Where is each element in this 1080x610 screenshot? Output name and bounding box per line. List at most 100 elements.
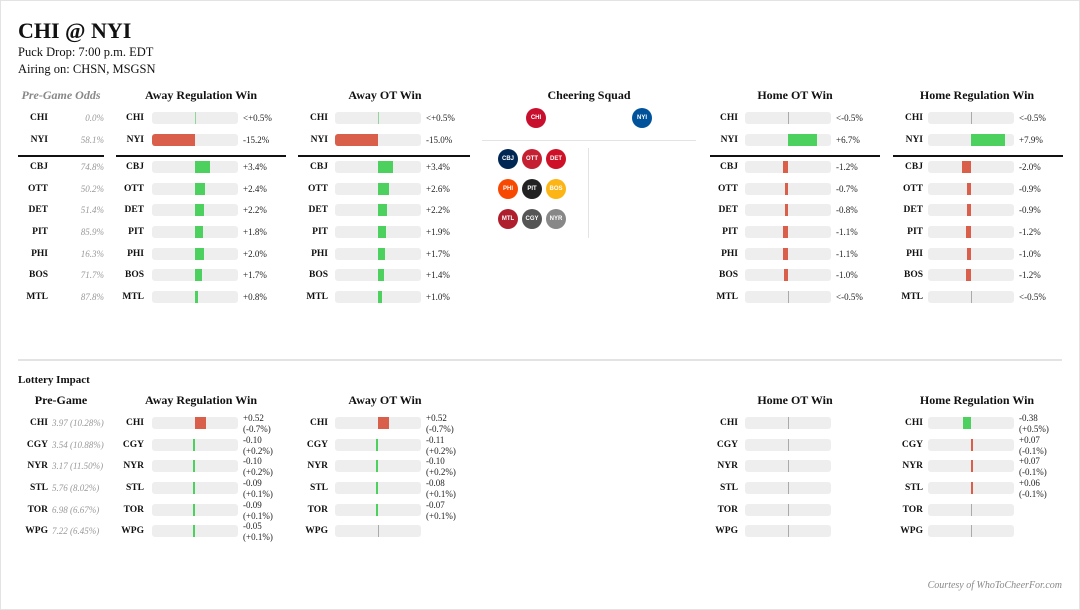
away-ot-value: +1.9% — [426, 227, 450, 237]
away-ot-value: +1.4% — [426, 270, 450, 280]
team-label: DET — [903, 205, 923, 215]
away-regulation-lottery-bar-track — [152, 482, 238, 494]
home-ot-lottery-bar-track — [745, 460, 831, 472]
away-ot-bar-track — [335, 248, 421, 260]
team-label: PHI — [31, 249, 48, 259]
away-regulation-lottery-bar-fill — [192, 439, 195, 451]
credit-text: Courtesy of WhoToCheerFor.com — [927, 580, 1062, 591]
away-regulation-lottery-value: -0.09 — [243, 478, 262, 488]
away-regulation-lottery-odds-change: (+0.1%) — [243, 532, 273, 542]
red-wings-logo: DET — [546, 149, 566, 169]
team-label: NYR — [717, 461, 738, 471]
pregame-odds-value: 74.8% — [80, 162, 104, 172]
lottery-column-header-home-regulation: Home Regulation Win — [919, 393, 1035, 407]
home-regulation-bar-track — [928, 134, 1014, 146]
home-regulation-lottery-value: +0.06 — [1019, 478, 1040, 488]
home-regulation-bar-fill — [967, 204, 971, 216]
team-label: OTT — [717, 184, 738, 194]
away-ot-lottery-odds-change: (-0.7%) — [426, 424, 454, 434]
home-regulation-bar-track — [928, 183, 1014, 195]
home-regulation-divider — [893, 155, 1063, 157]
home-regulation-bar-track — [928, 291, 1014, 303]
page-title: CHI @ NYI — [18, 18, 132, 43]
team-label: CGY — [716, 440, 738, 450]
away-ot-lottery-odds-change: (+0.1%) — [426, 511, 456, 521]
away-regulation-bar-track — [152, 183, 238, 195]
home-ot-bar-track — [745, 134, 831, 146]
team-label: CHI — [30, 418, 48, 428]
team-label: DET — [308, 205, 328, 215]
away-regulation-value: <+0.5% — [243, 113, 272, 123]
team-label: MTL — [306, 292, 328, 302]
pregame-odds-value: 71.7% — [80, 270, 104, 280]
team-label: STL — [905, 483, 923, 493]
away-regulation-bar-track — [152, 248, 238, 260]
home-ot-bar-fill — [784, 183, 788, 195]
team-label: CGY — [306, 440, 328, 450]
away-regulation-lottery-odds-change: (+0.2%) — [243, 467, 273, 477]
away-regulation-lottery-bar-track — [152, 460, 238, 472]
home-regulation-lottery-bar-track — [928, 482, 1014, 494]
team-label: WPG — [715, 526, 738, 536]
lottery-column-header-away-regulation: Away Regulation Win — [144, 393, 258, 407]
home-regulation-lottery-odds-change: (-0.1%) — [1019, 489, 1047, 499]
away-ot-value: +1.0% — [426, 292, 450, 302]
away-ot-bar-fill — [335, 134, 378, 146]
team-label: BOS — [124, 270, 144, 280]
flames-logo: CGY — [522, 209, 542, 229]
away-regulation-lottery-odds-change: (+0.2%) — [243, 446, 273, 456]
away-regulation-lottery-value: -0.10 — [243, 456, 262, 466]
home-regulation-lottery-bar-track — [928, 460, 1014, 472]
home-ot-lottery-bar-marker — [788, 439, 789, 451]
home-regulation-lottery-bar-fill — [962, 417, 971, 429]
team-label: CBJ — [30, 162, 48, 172]
team-label: NYI — [310, 135, 328, 145]
home-regulation-lottery-value: +0.07 — [1019, 456, 1040, 466]
team-label: PIT — [722, 227, 738, 237]
away-ot-bar-fill — [378, 161, 393, 173]
penguins-logo: PIT — [522, 179, 542, 199]
home-regulation-bar-fill — [965, 269, 971, 281]
canadiens-logo: MTL — [498, 209, 518, 229]
section-divider — [18, 359, 1062, 361]
lottery-pregame-value: 7.22 (6.45%) — [52, 526, 100, 536]
team-label: OTT — [902, 184, 923, 194]
home-ot-bar-track — [745, 248, 831, 260]
team-label: DET — [28, 205, 48, 215]
team-label: PHI — [127, 249, 144, 259]
away-ot-value: +3.4% — [426, 162, 450, 172]
home-ot-value: -1.0% — [836, 270, 858, 280]
away-ot-lottery-bar-fill — [376, 482, 378, 494]
away-ot-bar-track — [335, 291, 421, 303]
airing-networks: Airing on: CHSN, MSGSN — [18, 62, 156, 76]
team-label: MTL — [122, 292, 144, 302]
home-regulation-value: -0.9% — [1019, 205, 1041, 215]
away-regulation-bar-fill — [152, 134, 195, 146]
home-regulation-lottery-bar-fill — [971, 482, 973, 494]
home-regulation-value: <-0.5% — [1019, 113, 1046, 123]
home-ot-bar-marker — [788, 112, 789, 124]
home-ot-lottery-bar-track — [745, 482, 831, 494]
team-label: CHI — [905, 418, 923, 428]
home-ot-value: -0.8% — [836, 205, 858, 215]
home-regulation-value: -0.9% — [1019, 184, 1041, 194]
away-ot-bar-track — [335, 183, 421, 195]
team-label: BOS — [308, 270, 328, 280]
team-label: CHI — [905, 113, 923, 123]
home-ot-lottery-bar-track — [745, 504, 831, 516]
home-regulation-lottery-bar-marker — [971, 525, 972, 537]
team-label: OTT — [123, 184, 144, 194]
away-regulation-lottery-bar-fill — [192, 460, 195, 472]
away-ot-bar-fill — [378, 269, 385, 281]
home-ot-value: +6.7% — [836, 135, 860, 145]
home-regulation-bar-track — [928, 269, 1014, 281]
away-ot-lottery-value: -0.11 — [426, 435, 445, 445]
team-label: PIT — [32, 227, 48, 237]
team-label: PHI — [311, 249, 328, 259]
away-regulation-bar-fill — [195, 161, 210, 173]
team-label: PHI — [721, 249, 738, 259]
away-regulation-bar-fill — [195, 248, 204, 260]
away-regulation-bar-track — [152, 134, 238, 146]
team-label: CBJ — [720, 162, 738, 172]
cheering-squad-divider — [482, 140, 696, 141]
